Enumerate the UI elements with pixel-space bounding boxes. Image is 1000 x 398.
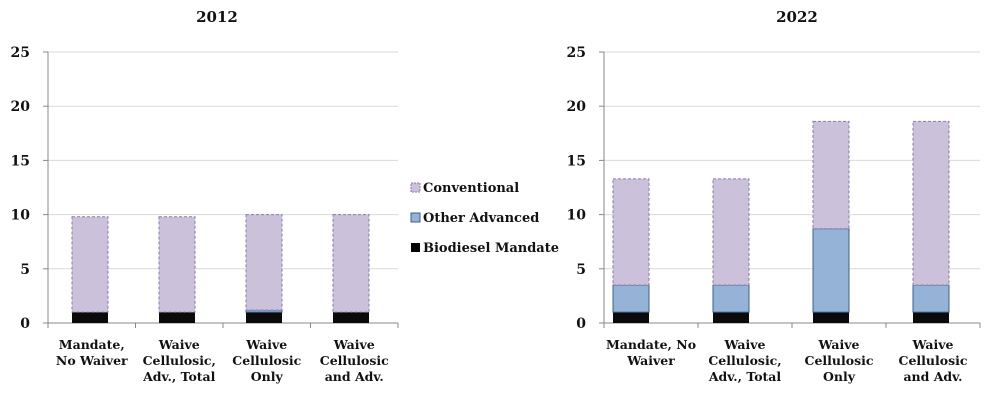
chart-2012: 2012 0 5 10 15 20 25 Mandate, No Waiver Waive Cell… [11, 8, 399, 384]
bar-biodiesel-mandate [613, 312, 649, 323]
x-category-label: Waive Cellulosic and Adv. [320, 337, 389, 384]
legend-label: Other Advanced [423, 211, 539, 226]
chart-title: 2012 [196, 8, 238, 26]
y-tick-label: 20 [567, 99, 587, 115]
y-tick-label: 15 [11, 153, 30, 169]
y-tick-label: 5 [20, 262, 30, 278]
chart-2022: 2022 0 5 10 15 20 25 Mandate, No Waiver Waive Cell… [567, 8, 981, 384]
x-category-label: Mandate, No Waiver [56, 337, 128, 368]
y-tick-label: 0 [20, 316, 30, 332]
bar-other-advanced [712, 284, 750, 313]
x-category-label: Waive Cellulosic and Adv. [899, 337, 968, 384]
y-tick-label: 10 [567, 208, 587, 224]
bar-biodiesel-mandate [72, 312, 108, 323]
chart-title: 2022 [776, 8, 818, 26]
y-tick-label: 10 [11, 208, 31, 224]
y-tick-label: 25 [11, 45, 30, 61]
bar-biodiesel-mandate [913, 312, 949, 323]
y-tick-label: 15 [567, 153, 586, 169]
bar-conventional [245, 214, 283, 311]
bar-conventional [612, 178, 650, 286]
y-tick-label: 20 [11, 99, 31, 115]
bar-other-advanced [812, 228, 850, 313]
bar-conventional [712, 178, 750, 286]
legend-label: Biodiesel Mandate [423, 241, 559, 256]
bar-biodiesel-mandate [246, 312, 282, 323]
x-category-label: Waive Cellulosic Only [232, 337, 301, 384]
legend: Conventional Other Advanced Biodiesel Mand… [410, 181, 559, 256]
bar-biodiesel-mandate [333, 312, 369, 323]
x-category-label: Waive Cellulosic, Adv., Total [708, 337, 782, 384]
y-tick-label: 25 [567, 45, 586, 61]
legend-swatch [410, 182, 421, 193]
bar-other-advanced [912, 284, 950, 313]
x-category-label: Waive Cellulosic, Adv., Total [142, 337, 216, 384]
y-tick-label: 0 [576, 316, 586, 332]
bar-biodiesel-mandate [813, 312, 849, 323]
bar-conventional [812, 120, 850, 230]
x-category-label: Mandate, No Waiver [606, 337, 696, 368]
legend-swatch [410, 212, 421, 223]
y-tick-label: 5 [576, 262, 586, 278]
legend-swatch [411, 243, 420, 252]
x-category-label: Waive Cellulosic Only [805, 337, 874, 384]
bar-biodiesel-mandate [159, 312, 195, 323]
bar-biodiesel-mandate [713, 312, 749, 323]
bar-conventional [158, 216, 196, 313]
legend-label: Conventional [423, 181, 519, 196]
bar-other-advanced [612, 284, 650, 313]
bar-conventional [71, 216, 109, 313]
bar-conventional [332, 214, 370, 313]
bar-conventional [912, 120, 950, 286]
